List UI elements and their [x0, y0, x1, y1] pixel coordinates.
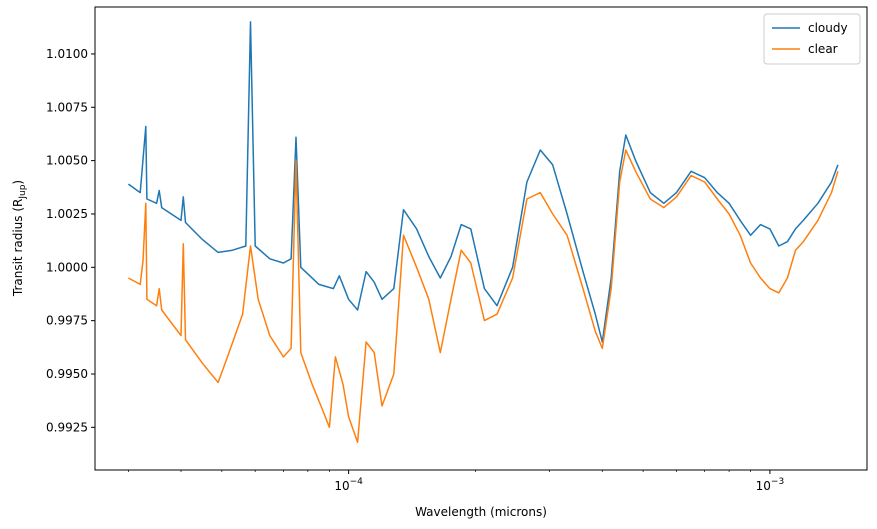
x-axis-ticks: 10−4 10−3	[128, 470, 784, 493]
y-tick-label: 1.0075	[46, 100, 88, 114]
y-tick-label: 1.0000	[46, 260, 88, 274]
y-tick-label: 0.9950	[46, 367, 88, 381]
y-tick-label: 0.9925	[46, 420, 88, 434]
legend-label-clear: clear	[808, 42, 838, 56]
y-tick-label: 1.0100	[46, 47, 88, 61]
x-tick-label: 10−3	[756, 477, 785, 493]
x-tick-label: 10−4	[334, 477, 363, 493]
legend: cloudy clear	[763, 13, 861, 65]
series-line-clear	[128, 149, 839, 444]
legend-label-cloudy: cloudy	[808, 21, 848, 35]
y-axis-ticks: 0.9925 0.9950 0.9975 1.0000 1.0025 1.0050 1.00…	[46, 47, 95, 434]
plot-frame	[94, 6, 868, 471]
y-tick-label: 1.0025	[46, 207, 88, 221]
y-tick-label: 0.9975	[46, 314, 88, 328]
series-layer	[127, 21, 839, 444]
y-axis-label: Transit radius (RJup)	[11, 180, 28, 297]
legend-box	[763, 13, 861, 65]
y-tick-label: 1.0050	[46, 154, 88, 168]
series-line-cloudy	[127, 21, 839, 343]
x-axis-label: Wavelength (microns)	[415, 505, 547, 519]
